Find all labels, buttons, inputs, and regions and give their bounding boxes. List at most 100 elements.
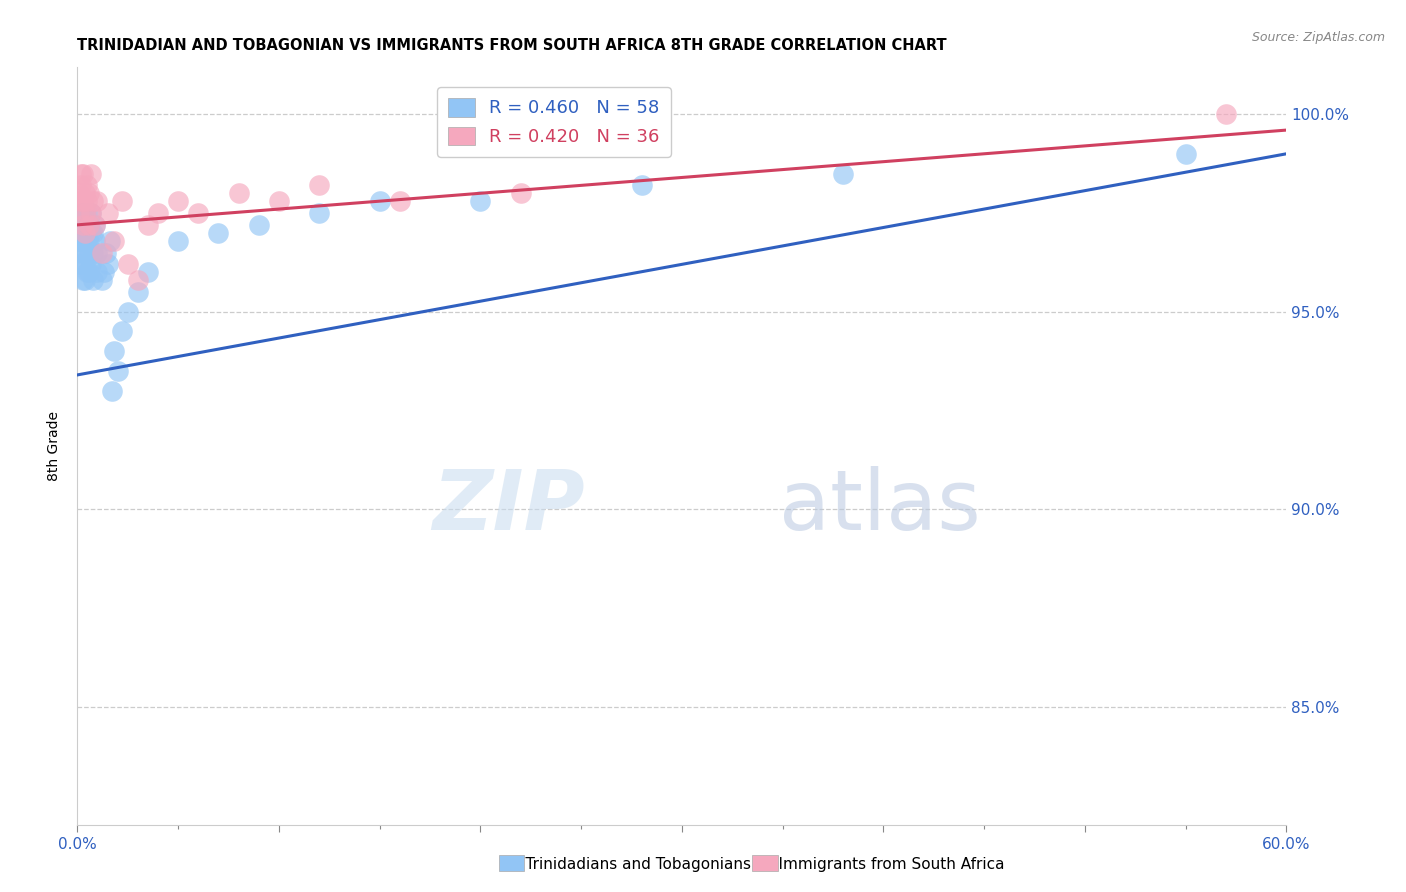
Point [72,226,94,240]
Point [70,194,93,209]
Text: atlas: atlas [779,467,980,547]
Point [100,384,122,398]
Point [267,194,290,209]
Point [76,206,98,220]
Point [75,218,97,232]
Point [72,194,94,209]
Point [72,218,94,232]
Point [127,273,149,287]
Point [80,206,103,220]
Point [90,273,112,287]
Point [84,218,107,232]
Point [72,257,94,271]
FancyBboxPatch shape [752,855,778,871]
Point [98,234,121,248]
Point [75,245,97,260]
Point [1174,146,1197,161]
Point [72,167,94,181]
Point [76,178,98,193]
Point [103,234,125,248]
Point [72,273,94,287]
Point [832,167,855,181]
Point [368,194,391,209]
Point [75,206,97,220]
Point [75,226,97,240]
Point [76,194,98,209]
Point [70,226,93,240]
Point [111,194,134,209]
Point [96,257,118,271]
Point [82,245,104,260]
Point [76,226,98,240]
Point [67,186,90,201]
Point [70,167,93,181]
Text: Immigrants from South Africa: Immigrants from South Africa [759,857,1005,872]
Point [70,178,93,193]
Point [76,245,98,260]
Point [167,234,190,248]
Legend: R = 0.460   N = 58, R = 0.420   N = 36: R = 0.460 N = 58, R = 0.420 N = 36 [437,87,671,157]
Point [94,245,117,260]
Point [84,234,107,248]
Point [75,186,97,201]
Point [630,178,652,193]
Text: Trinidadians and Tobagonians: Trinidadians and Tobagonians [506,857,751,872]
Point [72,206,94,220]
Point [127,285,149,299]
Point [82,194,104,209]
FancyBboxPatch shape [499,855,524,871]
Point [136,265,159,279]
Point [509,186,531,201]
Point [308,206,330,220]
Point [82,226,104,240]
Point [167,194,190,209]
Point [79,186,101,201]
Text: TRINIDADIAN AND TOBAGONIAN VS IMMIGRANTS FROM SOUTH AFRICA 8TH GRADE CORRELATION: TRINIDADIAN AND TOBAGONIAN VS IMMIGRANTS… [77,38,948,54]
Point [84,218,107,232]
Point [86,245,108,260]
Point [79,265,101,279]
Point [76,234,98,248]
Y-axis label: 8th Grade: 8th Grade [48,411,62,481]
Point [80,257,103,271]
Point [93,265,115,279]
Point [67,234,90,248]
Point [187,206,209,220]
Point [308,178,330,193]
Point [76,265,98,279]
Point [146,206,169,220]
Point [79,218,101,232]
Point [67,206,90,220]
Point [72,206,94,220]
Point [70,245,93,260]
Point [80,226,103,240]
Point [79,218,101,232]
Point [207,226,229,240]
Point [86,194,108,209]
Point [82,273,104,287]
Point [75,273,97,287]
Point [247,218,270,232]
Point [470,194,492,209]
Point [86,265,108,279]
Point [228,186,250,201]
Point [136,218,159,232]
Point [111,325,134,339]
Point [70,218,93,232]
Point [70,234,93,248]
Point [90,245,112,260]
Point [117,304,139,318]
Point [72,234,94,248]
Point [1215,107,1237,121]
Point [75,206,97,220]
Point [80,206,103,220]
Point [75,234,97,248]
Point [117,257,139,271]
Point [388,194,411,209]
Point [80,167,103,181]
Point [96,206,118,220]
Point [107,364,129,378]
Point [67,257,90,271]
Text: ZIP: ZIP [433,467,585,547]
Point [103,344,125,359]
